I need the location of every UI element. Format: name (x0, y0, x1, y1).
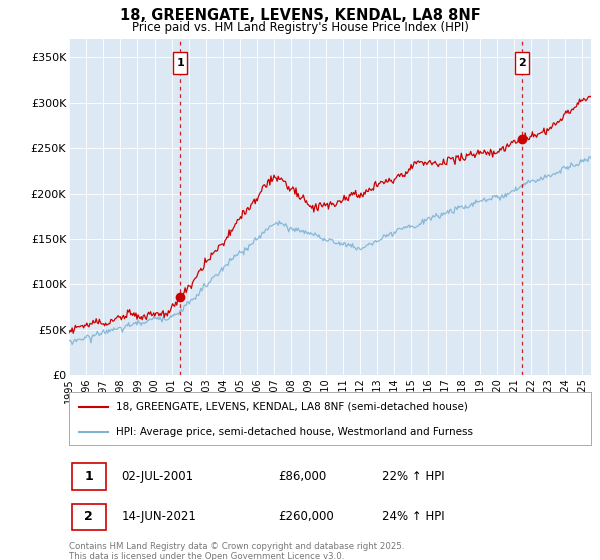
Text: 2: 2 (84, 510, 93, 524)
Text: Contains HM Land Registry data © Crown copyright and database right 2025.
This d: Contains HM Land Registry data © Crown c… (69, 542, 404, 560)
Text: 2: 2 (518, 58, 526, 68)
Text: Price paid vs. HM Land Registry's House Price Index (HPI): Price paid vs. HM Land Registry's House … (131, 21, 469, 34)
Text: 22% ↑ HPI: 22% ↑ HPI (382, 470, 445, 483)
Text: 1: 1 (176, 58, 184, 68)
Text: £86,000: £86,000 (278, 470, 326, 483)
Text: 02-JUL-2001: 02-JUL-2001 (121, 470, 193, 483)
FancyBboxPatch shape (71, 463, 106, 490)
Text: 1: 1 (84, 470, 93, 483)
Text: £260,000: £260,000 (278, 510, 334, 524)
Text: 18, GREENGATE, LEVENS, KENDAL, LA8 8NF (semi-detached house): 18, GREENGATE, LEVENS, KENDAL, LA8 8NF (… (116, 402, 468, 412)
Text: 24% ↑ HPI: 24% ↑ HPI (382, 510, 445, 524)
FancyBboxPatch shape (515, 52, 529, 73)
Text: 18, GREENGATE, LEVENS, KENDAL, LA8 8NF: 18, GREENGATE, LEVENS, KENDAL, LA8 8NF (119, 8, 481, 24)
FancyBboxPatch shape (71, 503, 106, 530)
FancyBboxPatch shape (173, 52, 187, 73)
Text: 14-JUN-2021: 14-JUN-2021 (121, 510, 196, 524)
Text: HPI: Average price, semi-detached house, Westmorland and Furness: HPI: Average price, semi-detached house,… (116, 427, 473, 437)
